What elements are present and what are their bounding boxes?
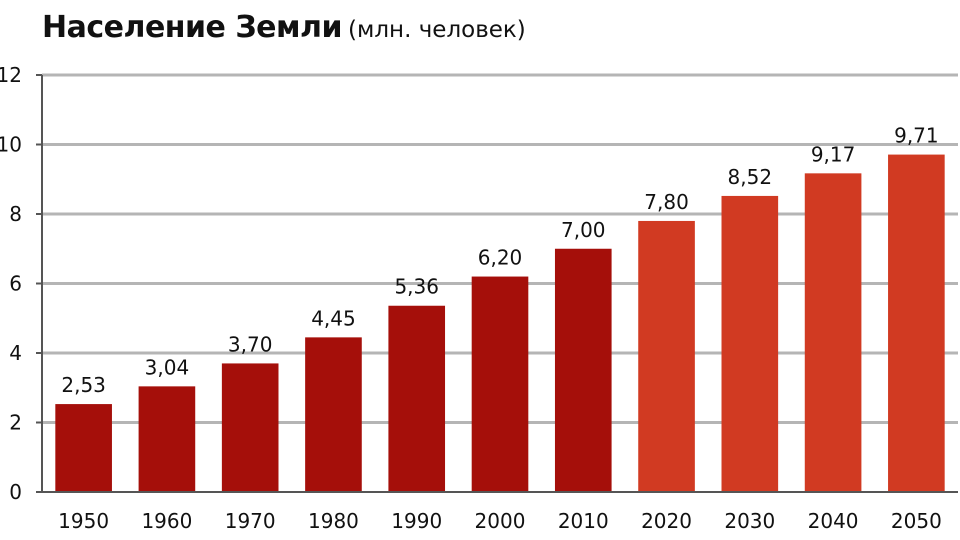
x-tick-label-1960: 1960 — [141, 509, 192, 533]
bar-1990 — [388, 305, 446, 492]
x-tick-label-2050: 2050 — [891, 509, 942, 533]
y-tick-label: 4 — [9, 341, 22, 365]
axes — [36, 74, 958, 493]
y-tick-label: 2 — [9, 411, 22, 435]
x-tick-label-1990: 1990 — [391, 509, 442, 533]
chart-title: Население Земли (млн. человек) — [42, 10, 526, 45]
data-label-2030: 8,52 — [728, 165, 773, 189]
y-tick-label: 0 — [9, 480, 22, 504]
y-tick-label: 10 — [0, 133, 22, 157]
bar-2000 — [471, 276, 529, 492]
data-label-2040: 9,17 — [811, 142, 856, 166]
bar-2050 — [888, 154, 945, 492]
bar-2030 — [721, 195, 779, 492]
y-axis-ticks: 0 2 4 6 8 10 12 — [0, 63, 22, 504]
bar-2010 — [554, 248, 612, 492]
data-label-2000: 6,20 — [478, 246, 523, 270]
x-tick-label-2000: 2000 — [475, 509, 526, 533]
data-label-2050: 9,71 — [894, 124, 939, 148]
y-tick-label: 12 — [0, 63, 22, 87]
x-tick-label-1950: 1950 — [58, 509, 109, 533]
chart-subtitle: (млн. человек) — [348, 17, 526, 43]
data-label-1950: 2,53 — [61, 373, 106, 397]
chart-title-main: Население Земли — [42, 10, 343, 45]
x-tick-label-2020: 2020 — [641, 509, 692, 533]
data-label-1990: 5,36 — [394, 275, 439, 299]
bars — [55, 154, 945, 492]
y-tick-label: 6 — [9, 272, 22, 296]
bar-1960 — [138, 386, 196, 492]
bar-2020 — [638, 220, 695, 492]
x-axis-ticks: 1950 1960 1970 1980 1990 2000 2010 2020 2030 2040… — [58, 509, 942, 533]
data-label-2020: 7,80 — [644, 190, 689, 214]
bar-1950 — [55, 404, 112, 492]
data-label-1970: 3,70 — [228, 332, 273, 356]
bar-2040 — [804, 173, 862, 492]
x-tick-label-1980: 1980 — [308, 509, 359, 533]
bar-1970 — [221, 363, 279, 492]
x-tick-label-1970: 1970 — [225, 509, 276, 533]
value-labels: 2,53 3,04 3,70 4,45 5,36 6,20 7,00 7,80 8,52 9,17… — [61, 124, 938, 398]
data-label-2010: 7,00 — [561, 218, 606, 242]
x-tick-label-2030: 2030 — [724, 509, 775, 533]
x-tick-label-2040: 2040 — [808, 509, 859, 533]
x-tick-label-2010: 2010 — [558, 509, 609, 533]
bar-1980 — [305, 337, 362, 492]
data-label-1960: 3,04 — [145, 355, 190, 379]
y-tick-label: 8 — [9, 202, 22, 226]
data-label-1980: 4,45 — [311, 306, 356, 330]
